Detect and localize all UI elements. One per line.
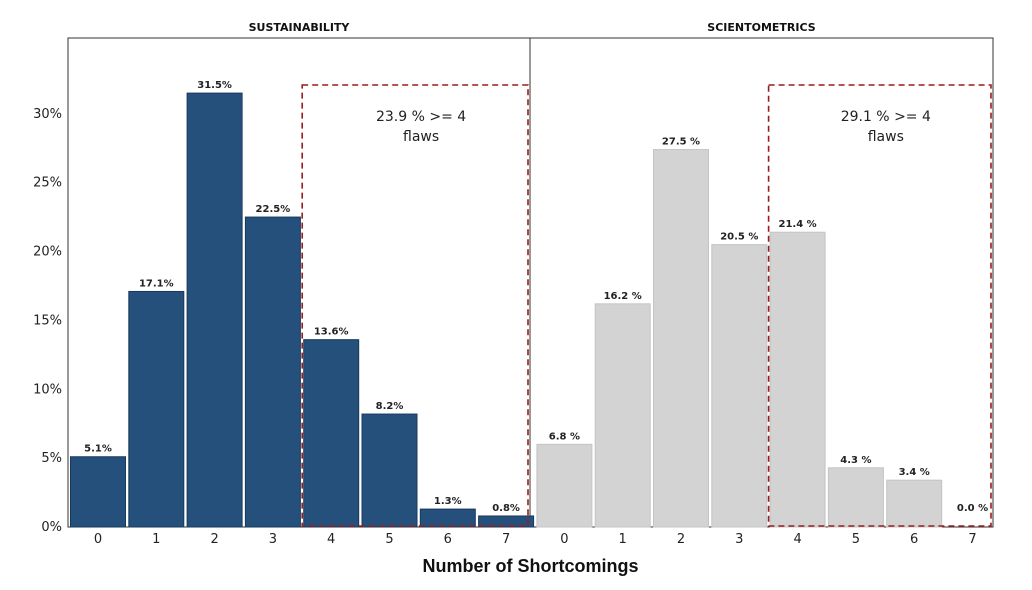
data-label: 16.2 % (604, 291, 642, 302)
data-label: 13.6% (314, 327, 349, 338)
x-tick-label: 4 (793, 532, 801, 547)
data-label: 0.8% (492, 503, 520, 514)
data-label: 0.0 % (957, 503, 988, 514)
y-tick-label: 5% (41, 451, 62, 466)
data-label: 5.1% (84, 444, 112, 455)
x-tick-label: 3 (269, 532, 277, 547)
x-tick-label: 0 (94, 532, 102, 547)
data-label: 4.3 % (840, 455, 871, 466)
bar (419, 508, 476, 528)
bar (128, 290, 185, 528)
data-label: 21.4 % (779, 219, 817, 230)
bar (653, 149, 709, 528)
bar (303, 339, 360, 528)
x-tick-label: 2 (677, 532, 685, 547)
x-tick-label: 7 (968, 532, 976, 547)
x-tick-label: 2 (210, 532, 218, 547)
bar (536, 443, 593, 528)
bar (886, 479, 943, 528)
bar (594, 303, 651, 528)
x-tick-label: 4 (327, 532, 335, 547)
callout-text: flaws (403, 129, 439, 145)
bar (244, 216, 301, 528)
data-label: 17.1% (139, 278, 174, 289)
x-tick-label: 0 (560, 532, 568, 547)
x-tick-label: 1 (619, 532, 627, 547)
bar (70, 456, 126, 528)
bar (186, 92, 243, 528)
data-label: 31.5% (197, 80, 232, 91)
y-tick-label: 15% (33, 313, 62, 328)
data-label: 22.5% (256, 204, 291, 215)
threshold-box (301, 84, 529, 527)
data-label: 6.8 % (549, 431, 580, 442)
panel-title: SCIENTOMETRICS (707, 21, 815, 34)
callout-text: 23.9 % >= 4 (376, 109, 466, 125)
x-tick-label: 7 (502, 532, 510, 547)
y-tick-label: 20% (33, 245, 62, 260)
data-label: 1.3% (434, 496, 462, 507)
panel-title: SUSTAINABILITY (249, 21, 351, 34)
data-label: 8.2% (376, 401, 404, 412)
bar (361, 413, 418, 528)
threshold-box (767, 84, 992, 527)
x-tick-label: 6 (444, 532, 452, 547)
bar (769, 231, 826, 528)
bar (478, 515, 535, 528)
x-tick-label: 5 (852, 532, 860, 547)
callout-text: flaws (868, 129, 904, 145)
x-tick-label: 6 (910, 532, 918, 547)
data-label: 3.4 % (899, 467, 930, 478)
x-axis-label: Number of Shortcomings (422, 556, 638, 576)
x-tick-label: 3 (735, 532, 743, 547)
y-tick-label: 0% (41, 520, 62, 535)
x-tick-label: 5 (385, 532, 393, 547)
data-label: 20.5 % (720, 232, 758, 243)
x-tick-label: 1 (152, 532, 160, 547)
y-tick-label: 30% (33, 107, 62, 122)
y-tick-label: 25% (33, 176, 62, 191)
bar (827, 467, 884, 528)
y-tick-label: 10% (33, 382, 62, 397)
data-label: 27.5 % (662, 137, 700, 148)
callout-text: 29.1 % >= 4 (841, 109, 931, 125)
bar (711, 244, 768, 528)
